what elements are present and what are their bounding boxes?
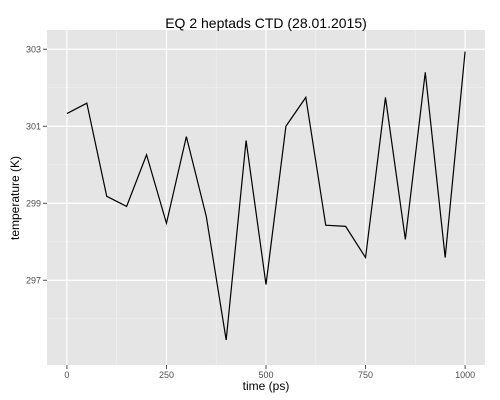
y-tick-label: 303 <box>26 44 41 54</box>
x-tick-label: 750 <box>358 370 373 380</box>
y-tick-label: 301 <box>26 121 41 131</box>
y-axis: 297 299 301 303 <box>26 44 47 285</box>
x-axis-title: time (ps) <box>243 379 290 393</box>
x-tick-label: 1000 <box>455 370 475 380</box>
y-tick-label: 299 <box>26 198 41 208</box>
x-axis: 0 250 500 750 1000 <box>64 365 475 380</box>
x-tick-label: 250 <box>159 370 174 380</box>
y-tick-label: 297 <box>26 275 41 285</box>
x-tick-label: 0 <box>64 370 69 380</box>
series-layer <box>66 51 466 341</box>
x-tick-label: 500 <box>258 370 273 380</box>
y-axis-title: temperature (K) <box>8 156 22 240</box>
temperature-series-line <box>66 51 466 341</box>
chart-title: EQ 2 heptads CTD (28.01.2015) <box>165 15 367 31</box>
